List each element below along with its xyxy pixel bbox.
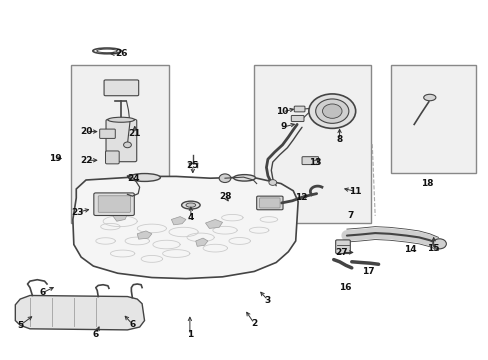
FancyBboxPatch shape	[98, 196, 130, 212]
Text: 8: 8	[336, 135, 342, 144]
Text: 18: 18	[420, 179, 433, 188]
Text: 6: 6	[92, 330, 99, 339]
Text: 12: 12	[295, 193, 307, 202]
Text: 3: 3	[264, 296, 270, 305]
Bar	[390, 65, 475, 173]
FancyBboxPatch shape	[94, 193, 134, 216]
FancyBboxPatch shape	[291, 116, 304, 122]
Circle shape	[123, 142, 131, 148]
FancyBboxPatch shape	[335, 240, 349, 253]
Text: 19: 19	[49, 154, 61, 163]
Text: 5: 5	[17, 321, 23, 330]
FancyBboxPatch shape	[100, 129, 115, 138]
Polygon shape	[113, 212, 127, 221]
Circle shape	[308, 94, 355, 129]
Text: 6: 6	[39, 288, 45, 297]
Circle shape	[432, 239, 446, 249]
Text: 1: 1	[186, 330, 193, 339]
FancyBboxPatch shape	[106, 120, 137, 162]
Text: 6: 6	[129, 320, 135, 329]
Circle shape	[315, 99, 348, 123]
Polygon shape	[205, 220, 222, 228]
FancyBboxPatch shape	[256, 196, 283, 210]
Circle shape	[219, 174, 230, 183]
Text: 17: 17	[361, 267, 373, 276]
FancyBboxPatch shape	[302, 157, 318, 165]
Ellipse shape	[181, 201, 200, 209]
Text: 7: 7	[347, 211, 353, 220]
Text: 26: 26	[115, 49, 127, 58]
Text: 20: 20	[80, 127, 92, 136]
Polygon shape	[73, 176, 298, 279]
Ellipse shape	[423, 94, 435, 101]
Text: 24: 24	[127, 174, 140, 183]
FancyBboxPatch shape	[105, 151, 119, 164]
Text: 25: 25	[186, 161, 199, 170]
Ellipse shape	[107, 117, 134, 122]
FancyBboxPatch shape	[294, 106, 305, 112]
Circle shape	[322, 104, 341, 118]
Text: 27: 27	[335, 248, 347, 257]
Text: 15: 15	[427, 244, 439, 253]
Text: 21: 21	[128, 129, 141, 138]
Text: 4: 4	[187, 213, 194, 222]
FancyBboxPatch shape	[259, 198, 280, 208]
Text: 28: 28	[219, 192, 231, 201]
Polygon shape	[171, 217, 185, 225]
Text: 11: 11	[349, 187, 361, 196]
Ellipse shape	[185, 203, 195, 207]
Text: 9: 9	[280, 122, 286, 131]
Text: 10: 10	[276, 107, 288, 116]
Polygon shape	[15, 296, 144, 330]
Bar	[254, 65, 370, 223]
Text: 13: 13	[308, 158, 321, 167]
Polygon shape	[195, 238, 207, 246]
Text: 23: 23	[71, 208, 84, 217]
Text: 2: 2	[251, 319, 257, 328]
Bar	[71, 65, 168, 223]
Text: 22: 22	[80, 156, 92, 165]
Polygon shape	[137, 231, 152, 239]
Ellipse shape	[233, 175, 255, 181]
Text: 14: 14	[403, 246, 416, 255]
FancyBboxPatch shape	[104, 80, 139, 96]
Text: 16: 16	[338, 283, 350, 292]
Ellipse shape	[128, 174, 160, 181]
Circle shape	[268, 180, 276, 185]
